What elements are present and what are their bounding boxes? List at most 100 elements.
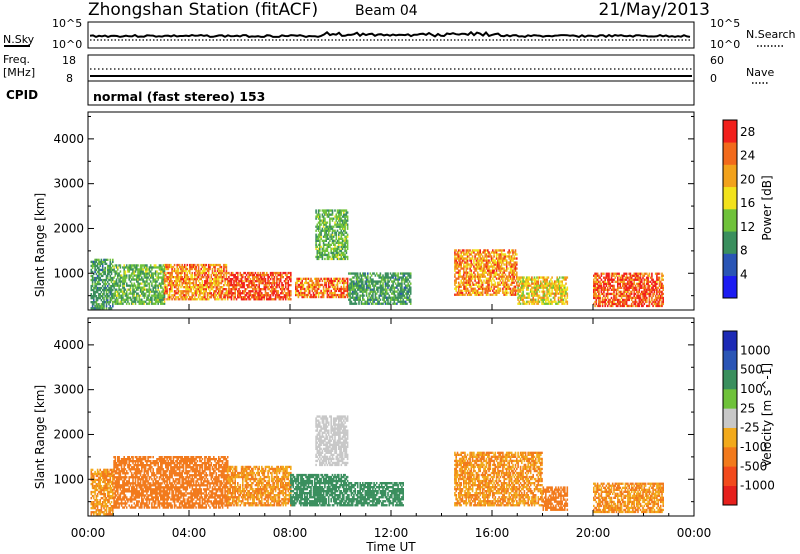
echo-cell [122,302,124,305]
echo-cell [327,285,330,289]
echo-cell [504,279,507,282]
echo-cell [234,292,236,295]
echo-cell [332,257,335,261]
echo-cell [334,231,336,234]
echo-cell [225,294,228,297]
echo-cell [468,255,470,258]
echo-cell [335,233,338,236]
echo-cell [317,217,320,220]
echo-cell [471,275,474,278]
echo-cell [202,286,205,289]
echo-cell [372,282,374,285]
echo-cell [109,307,112,310]
echo-cell [358,286,360,289]
echo-cell [380,286,383,289]
echo-cell [603,292,605,296]
echo-cell [215,288,218,291]
echo-cell [98,280,100,284]
echo-cell [151,268,153,271]
echo-cell [364,282,367,285]
echo-cell [470,253,473,256]
echo-cell [374,296,377,299]
echo-cell [161,278,163,281]
echo-cell [93,272,95,276]
echo-cell [389,276,392,279]
echo-cell [331,257,334,261]
echo-cell [153,284,156,287]
echo-cell [192,284,195,287]
echo-cell [110,278,113,282]
echo-cell [295,283,297,287]
echo-cell [213,286,215,289]
echo-cell [110,299,113,302]
echo-cell [242,296,244,299]
echo-cell [330,225,332,228]
echo-cell [317,247,320,250]
echo-cell [384,296,387,299]
echo-cell [349,298,351,301]
echo-cell [479,249,481,252]
echo-cell [152,278,154,281]
echo-cell [132,276,134,279]
echo-cell [137,270,139,273]
echo-cell [108,282,110,286]
echo-cell [95,282,98,286]
echo-cell [202,284,205,287]
echo-cell [229,280,231,283]
echo-cell [269,278,272,281]
echo-cell [264,273,267,277]
echo-cell [100,262,103,265]
echo-cell [219,288,221,291]
echo-cell [259,280,262,283]
echo-cell [223,284,225,287]
echo-cell [460,293,462,296]
echo-cell [96,286,99,290]
echo-cell [114,264,117,267]
echo-cell [110,286,113,290]
echo-cell [343,229,345,232]
echo-cell [380,276,383,279]
echo-cell [322,223,325,226]
echo-cell [182,294,185,297]
echo-cell [237,294,239,297]
echo-cell [335,287,338,291]
echo-cell [263,294,266,297]
echo-cell [93,297,95,300]
echo-cell [353,286,355,289]
echo-cell [110,266,113,270]
echo-cell [237,273,239,277]
echo-cell [638,304,641,308]
echo-cell [490,281,493,284]
echo-cell [312,281,315,285]
echo-cell [471,251,474,254]
echo-cell [345,221,348,224]
echo-cell [229,296,231,299]
echo-cell [244,298,247,301]
echo-cell [239,296,242,299]
echo-cell [334,223,336,226]
echo-cell [234,273,236,277]
echo-cell [396,302,398,305]
echo-cell [608,288,610,291]
echo-cell [287,271,290,275]
echo-cell [259,292,262,295]
echo-cell [408,298,411,301]
echo-cell [310,283,312,287]
echo-cell [315,215,317,218]
echo-cell [211,278,214,281]
echo-cell [343,239,345,242]
echo-cell [367,280,369,283]
echo-cell [100,307,103,310]
echo-cell [481,291,484,294]
echo-cell [298,277,301,280]
echo-cell [330,293,332,297]
echo-cell [393,274,396,277]
echo-cell [336,257,339,261]
echo-cell [317,285,320,289]
echo-cell [470,259,473,262]
echo-cell [493,279,495,282]
echo-cell [531,280,533,283]
echo-cell [255,284,258,287]
echo-cell [630,292,633,296]
echo-cell [327,209,330,212]
